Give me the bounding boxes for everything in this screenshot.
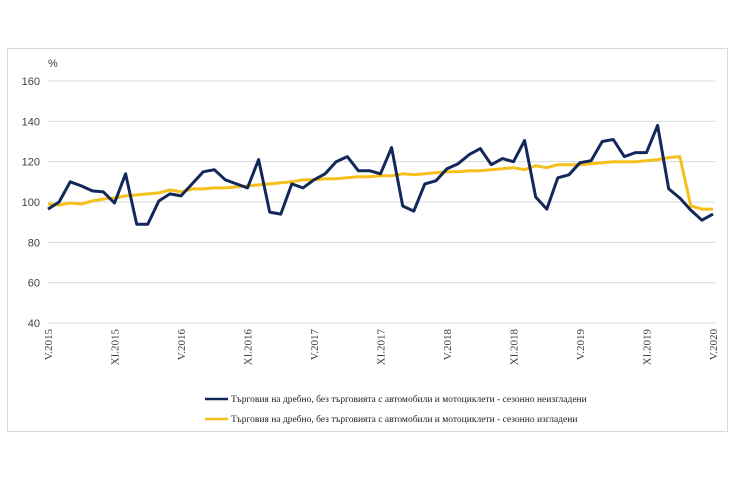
x-tick-label: V.2016	[176, 329, 188, 361]
legend-label-unsmoothed: Търговия на дребно, без търговията с авт…	[231, 394, 587, 405]
gridlines	[48, 80, 715, 324]
chart-container	[7, 48, 728, 432]
series-line-unsmoothed	[47, 123, 714, 226]
x-tick-label: V.2020	[708, 329, 720, 361]
x-tick-label: V.2019	[575, 329, 587, 361]
y-tick-label: 100	[22, 197, 40, 209]
x-tick-label: XI.2015	[110, 329, 122, 366]
y-tick-label: 160	[22, 76, 40, 88]
x-tick-label: XI.2019	[642, 329, 654, 366]
x-tick-label: V.2015	[43, 329, 55, 361]
series-lines	[47, 123, 714, 226]
x-tick-label: V.2017	[309, 329, 321, 361]
y-tick-labels: 160 140 120 100 80 60 40	[22, 76, 40, 330]
y-tick-label: 140	[22, 116, 40, 128]
y-axis-label: %	[48, 58, 58, 70]
y-tick-label: 120	[22, 157, 40, 169]
y-tick-label: 40	[28, 318, 40, 330]
x-tick-label: XI.2018	[509, 329, 521, 366]
legend: Търговия на дребно, без търговията с авт…	[205, 394, 587, 425]
x-tick-label: V.2018	[442, 329, 454, 361]
legend-label-smoothed: Търговия на дребно, без търговията с авт…	[231, 414, 577, 425]
x-tick-label: XI.2017	[376, 329, 388, 366]
x-tick-labels: V.2015 XI.2015 V.2016 XI.2016 V.2017 XI.2017 V…	[43, 329, 720, 366]
y-tick-label: 80	[28, 237, 40, 249]
series-line-smoothed	[47, 155, 713, 211]
x-tick-label: XI.2016	[243, 329, 255, 366]
y-tick-label: 60	[28, 278, 40, 290]
